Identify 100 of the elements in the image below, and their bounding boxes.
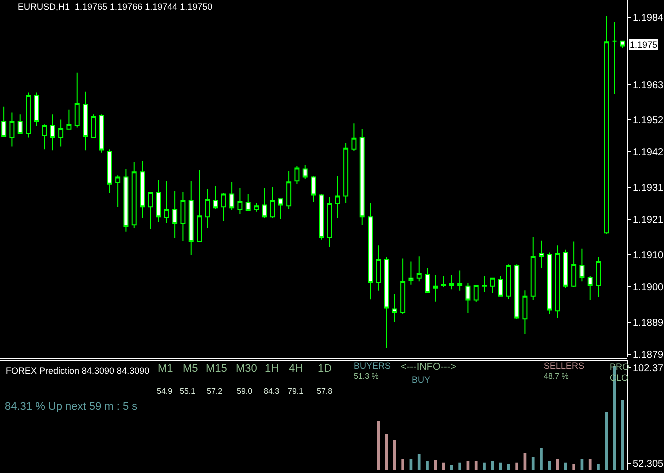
- y-tick-label: 1.1889: [633, 318, 664, 329]
- candlestick: [311, 176, 316, 202]
- candlestick: [238, 188, 243, 215]
- text: FOREX Prediction 84.3090 84.3090: [6, 366, 150, 376]
- candlestick: [572, 241, 577, 288]
- candlestick: [213, 186, 218, 210]
- annotation: 84.3: [264, 387, 280, 396]
- annotation: 79.1: [288, 387, 304, 396]
- candlestick: [99, 114, 104, 154]
- candlestick: [335, 176, 340, 219]
- candlestick: [205, 188, 210, 229]
- candlestick: [197, 170, 202, 242]
- candlestick: [58, 119, 64, 148]
- candlestick: [302, 164, 308, 180]
- candlestick: [172, 190, 178, 239]
- candlestick: [352, 123, 357, 152]
- candlestick: [50, 114, 56, 152]
- candlestick: [221, 192, 226, 222]
- candlestick: [441, 276, 446, 288]
- candlestick: [482, 276, 487, 294]
- candlestick: [596, 257, 601, 298]
- annotation: <---INFO--->: [401, 362, 457, 373]
- candlestick: [588, 276, 593, 301]
- candlestick: [124, 168, 129, 232]
- candlestick: [327, 196, 332, 248]
- candlestick: [408, 261, 414, 286]
- annotation: BUY: [412, 375, 431, 385]
- text: 1.1975: [630, 40, 658, 50]
- chart-title: EURUSD,H1 1.19765 1.19766 1.19744 1.19750: [18, 2, 213, 12]
- y-tick-label: 1.1942: [633, 148, 664, 159]
- candlestick: [580, 248, 585, 282]
- y-tick-label: 1.1984: [633, 12, 664, 24]
- candlestick: [416, 256, 422, 282]
- annotation: 54.9: [157, 387, 174, 396]
- y-tick-label: 102.37: [633, 364, 664, 375]
- annotation: M1: [158, 363, 174, 375]
- candlestick: [539, 240, 544, 269]
- candlestick: [474, 284, 479, 303]
- candlestick: [547, 252, 552, 315]
- candlestick: [555, 245, 560, 319]
- y-tick-label: 1.1900: [633, 282, 664, 294]
- candlestick: [278, 198, 284, 220]
- candlestick: [74, 72, 80, 128]
- candlestick: [458, 270, 463, 292]
- annotation: 57.8: [317, 387, 334, 396]
- candlestick: [433, 275, 438, 302]
- annotation: M30: [236, 363, 258, 375]
- annotation: M5: [183, 363, 198, 375]
- y-tick-label: 1.1963: [633, 80, 664, 92]
- annotation: 51.3 %: [354, 372, 379, 381]
- candlestick: [286, 170, 292, 210]
- candlestick: [26, 92, 31, 138]
- candlestick: [10, 112, 15, 148]
- candlestick: [230, 182, 235, 211]
- candlestick: [270, 186, 276, 219]
- candlestick: [498, 276, 504, 297]
- annotation: 1D: [318, 363, 332, 375]
- candlestick: [514, 264, 520, 320]
- candlestick: [506, 264, 512, 300]
- candlestick: [164, 180, 170, 224]
- candlestick: [34, 92, 40, 128]
- candlestick: [604, 16, 610, 235]
- y-tick-label: 1.1952: [633, 116, 664, 127]
- y-tick-label: 1.1931: [633, 183, 664, 194]
- candlestick: [425, 268, 430, 294]
- candlestick: [400, 258, 406, 315]
- candlestick: [490, 278, 496, 294]
- y-tick-label: 1.1921: [633, 215, 664, 226]
- candlestick: [392, 294, 398, 323]
- annotation: SELLERS: [544, 361, 585, 371]
- candlestick: [132, 162, 137, 229]
- candlestick: [42, 124, 48, 150]
- candlestick: [344, 143, 349, 204]
- candlestick: [319, 194, 324, 240]
- annotation: M15: [206, 363, 228, 375]
- candlestick: [360, 128, 365, 226]
- candlestick: [368, 202, 373, 300]
- candlestick: [2, 106, 7, 137]
- y-tick-label: 52.305: [633, 459, 664, 470]
- y-tick-label: 1.1910: [633, 250, 664, 262]
- annotation: 59.0: [237, 387, 254, 396]
- annotation: 57.2: [207, 387, 224, 396]
- annotation: 1H: [265, 363, 280, 375]
- candlestick: [384, 257, 390, 349]
- candlestick: [188, 180, 194, 256]
- candlestick: [612, 22, 618, 95]
- candlestick: [522, 290, 528, 335]
- annotation: 48.7 %: [544, 372, 569, 381]
- candlestick: [294, 166, 300, 185]
- candlestick: [449, 275, 454, 290]
- candlestick: [83, 91, 88, 152]
- candlestick: [246, 194, 251, 212]
- candlestick: [262, 188, 268, 219]
- annotation: 55.1: [180, 387, 196, 396]
- candlestick: [254, 202, 259, 212]
- candlestick: [18, 114, 23, 134]
- candlestick: [66, 109, 72, 130]
- annotation: BUYERS: [354, 361, 392, 371]
- candlestick: [563, 249, 568, 289]
- candlestick: [530, 236, 536, 301]
